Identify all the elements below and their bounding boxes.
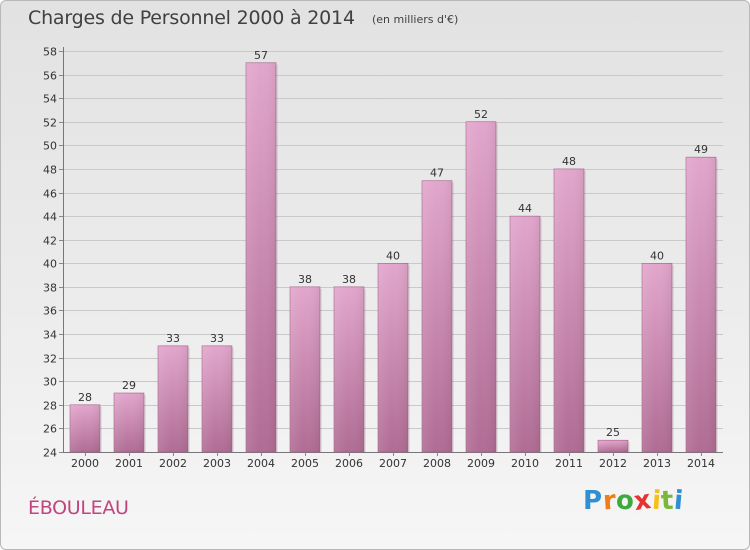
chart-subtitle: (en milliers d'€) [372,13,459,26]
x-tick-label-2002: 2002 [159,457,187,470]
x-tick-label-2013: 2013 [643,457,671,470]
y-tick-label: 32 [43,353,57,366]
y-tick-label: 28 [43,400,57,413]
bar-sheen [466,121,496,452]
x-tick-label-2000: 2000 [71,457,99,470]
y-tick-label: 46 [43,188,57,201]
x-tick-label-2005: 2005 [291,457,319,470]
logo-letter: i [672,485,685,517]
data-label-2012: 25 [606,426,620,439]
y-tick-label: 30 [43,376,57,389]
axis-layer [59,47,723,456]
data-label-2004: 57 [254,49,268,62]
x-tick-label-2012: 2012 [599,457,627,470]
grid-layer [63,51,723,453]
y-tick-label: 36 [43,305,57,318]
bar-sheen [422,180,452,452]
bar-sheen [246,62,276,452]
label-layer: 24 26 28 30 32 34 36 38 40 42 44 46 48 50 52 54 56 58 28 20… [43,46,715,471]
y-tick-label: 24 [43,447,57,460]
y-tick-label: 56 [43,70,57,83]
x-tick-label-2014: 2014 [687,457,715,470]
data-label-2008: 47 [430,167,444,180]
y-tick-label: 34 [43,329,57,342]
x-tick-label-2004: 2004 [247,457,275,470]
y-tick-label: 26 [43,423,57,436]
x-tick-label-2001: 2001 [115,457,143,470]
x-tick-label-2008: 2008 [423,457,451,470]
data-label-2001: 29 [122,379,136,392]
bar-sheen [334,286,364,452]
logo-letter: x [632,484,654,518]
bar-layer [69,62,718,453]
y-tick-label: 48 [43,164,57,177]
y-tick-label: 44 [43,211,57,224]
y-tick-label: 54 [43,93,57,106]
logo-letter: P [583,486,603,516]
commune-name: ÉBOULEAU [28,497,129,519]
data-label-2013: 40 [650,249,664,262]
x-tick-label-2006: 2006 [335,457,363,470]
bar-sheen [598,440,628,452]
bar-sheen [686,157,716,452]
x-tick-label-2011: 2011 [555,457,583,470]
chart-title: Charges de Personnel 2000 à 2014 [28,7,355,29]
data-label-2006: 38 [342,273,356,286]
x-tick-label-2010: 2010 [511,457,539,470]
y-tick-label: 58 [43,46,57,59]
bar-sheen [290,286,320,452]
data-label-2010: 44 [518,202,532,215]
bar-sheen [70,404,100,452]
data-label-2003: 33 [210,332,224,345]
data-label-2014: 49 [694,143,708,156]
y-tick-label: 52 [43,117,57,130]
data-label-2007: 40 [386,249,400,262]
bar-sheen [510,216,540,452]
bar-sheen [202,345,232,452]
bar-sheen [378,263,408,452]
bar-sheen [114,393,144,452]
y-tick-label: 40 [43,258,57,271]
data-label-2011: 48 [562,155,576,168]
bar-sheen [554,168,584,453]
proxiti-logo[interactable]: Proxiti [583,484,685,518]
x-tick-label-2003: 2003 [203,457,231,470]
x-tick-label-2009: 2009 [467,457,495,470]
bar-sheen [158,345,188,452]
data-label-2009: 52 [474,108,488,121]
data-label-2002: 33 [166,332,180,345]
data-label-2005: 38 [298,273,312,286]
x-tick-label-2007: 2007 [379,457,407,470]
y-tick-label: 38 [43,282,57,295]
y-tick-label: 50 [43,140,57,153]
bar-sheen [642,263,672,452]
y-tick-label: 42 [43,235,57,248]
data-label-2000: 28 [78,391,92,404]
